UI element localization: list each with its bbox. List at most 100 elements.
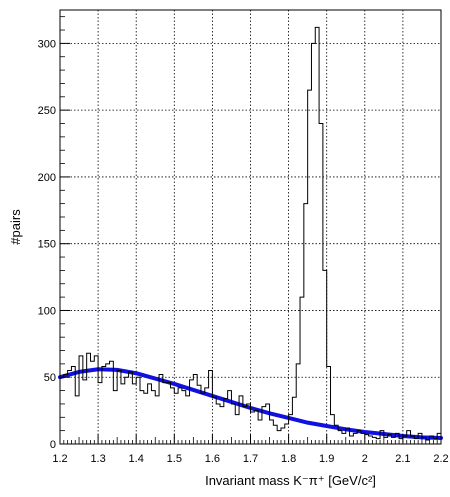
histogram-bin — [327, 367, 331, 444]
histogram-bin — [266, 404, 270, 444]
histogram-bin — [388, 435, 392, 444]
histogram-bin — [155, 396, 159, 444]
histogram-bin — [342, 433, 346, 444]
histogram-bin — [144, 393, 148, 444]
histogram-bin — [292, 397, 296, 444]
histogram-bin — [117, 371, 121, 444]
histogram-bin — [220, 407, 224, 444]
histogram-bin — [251, 412, 255, 444]
histogram-bin — [426, 440, 430, 444]
histogram-bin — [376, 439, 380, 444]
histogram-bin — [258, 420, 262, 444]
histogram-bin — [277, 431, 281, 444]
x-tick-label: 2 — [362, 453, 368, 465]
y-tick-label: 300 — [38, 38, 56, 50]
histogram-group — [59, 26, 442, 444]
histogram-bin — [79, 356, 83, 444]
histogram-bin — [350, 436, 354, 444]
y-tick-label: 100 — [38, 305, 56, 317]
histogram-bin — [411, 436, 415, 444]
y-tick-label: 200 — [38, 172, 56, 184]
histogram-bin — [140, 391, 144, 444]
histogram-bin — [273, 425, 277, 444]
histogram-bin — [216, 404, 220, 444]
histogram-bin — [285, 424, 289, 444]
x-tick-label: 1.4 — [129, 453, 144, 465]
histogram-bin — [231, 404, 235, 444]
histogram-bin — [289, 415, 293, 444]
x-tick-label: 1.7 — [243, 453, 258, 465]
histogram-bin — [190, 380, 194, 444]
histogram-bin — [407, 431, 411, 444]
x-tick-label: 2.1 — [395, 453, 410, 465]
histogram-bin — [247, 404, 251, 444]
x-tick-label: 1.5 — [167, 453, 182, 465]
histogram-bin — [308, 90, 312, 444]
histogram-bin — [346, 428, 350, 444]
histogram-bin — [151, 391, 155, 444]
histogram-bin — [197, 385, 201, 444]
histogram-bin — [304, 204, 308, 444]
histogram-bin — [71, 367, 75, 444]
histogram-series — [59, 26, 442, 444]
histogram-bin — [334, 425, 338, 444]
histogram-bin — [422, 437, 426, 444]
x-tick-label: 1.2 — [52, 453, 67, 465]
histogram-bin — [433, 439, 437, 444]
histogram-bin — [380, 431, 384, 444]
histogram-bin — [239, 396, 243, 444]
x-tick-labels: 1.2 1.3 1.4 1.5 1.6 1.7 1.8 1.9 2 2.1 2.2 — [52, 453, 448, 465]
x-tick-label: 1.3 — [90, 453, 105, 465]
histogram-bin — [64, 375, 68, 444]
histogram-bin — [296, 364, 300, 444]
histogram-bin — [205, 388, 209, 444]
y-tick-label: 50 — [44, 372, 56, 384]
histogram-bin — [102, 367, 106, 444]
histogram-bin — [186, 396, 190, 444]
histogram-bin — [110, 361, 114, 444]
histogram-bin — [75, 396, 79, 444]
histogram-bin — [106, 364, 110, 444]
x-tick-label: 2.2 — [433, 453, 448, 465]
histogram-bin — [148, 384, 152, 444]
histogram-bin — [243, 407, 247, 444]
histogram-bin — [315, 27, 319, 444]
histogram-bin — [193, 375, 197, 444]
x-tick-label: 1.6 — [205, 453, 220, 465]
histogram-bin — [129, 372, 133, 444]
histogram-bin — [83, 380, 87, 444]
histogram-bin — [201, 393, 205, 444]
histogram-bin — [319, 124, 323, 444]
histogram-bin — [167, 383, 171, 444]
histogram-bin — [391, 437, 395, 444]
y-tick-label: 250 — [38, 105, 56, 117]
histogram-bin — [90, 361, 94, 444]
x-tick-label: 1.8 — [281, 453, 296, 465]
histogram-bin — [365, 435, 369, 444]
histogram-bin — [399, 439, 403, 444]
y-tick-label: 0 — [50, 439, 56, 451]
y-tick-labels: 0 50 100 150 200 250 300 — [38, 38, 56, 451]
histogram-bin — [300, 297, 304, 444]
histogram-bin — [113, 391, 117, 444]
histogram-bin — [437, 433, 441, 444]
histogram-bin — [174, 393, 178, 444]
histogram-bin — [182, 391, 186, 444]
histogram-bin — [403, 436, 407, 444]
histogram-bin — [384, 437, 388, 444]
histogram-bin — [430, 436, 434, 444]
histogram-bin — [338, 431, 342, 444]
histogram-bin — [369, 436, 373, 444]
histogram-bin — [228, 391, 232, 444]
histogram-bin — [331, 415, 335, 444]
histogram-bin — [395, 433, 399, 444]
histogram-bin — [361, 433, 365, 444]
histogram-bin — [60, 377, 64, 444]
histogram-bin — [125, 377, 129, 444]
histogram-bin — [178, 388, 182, 444]
histogram-bin — [372, 437, 376, 444]
histogram-bin — [212, 397, 216, 444]
histogram-bin — [87, 353, 91, 444]
ticks — [59, 16, 442, 445]
